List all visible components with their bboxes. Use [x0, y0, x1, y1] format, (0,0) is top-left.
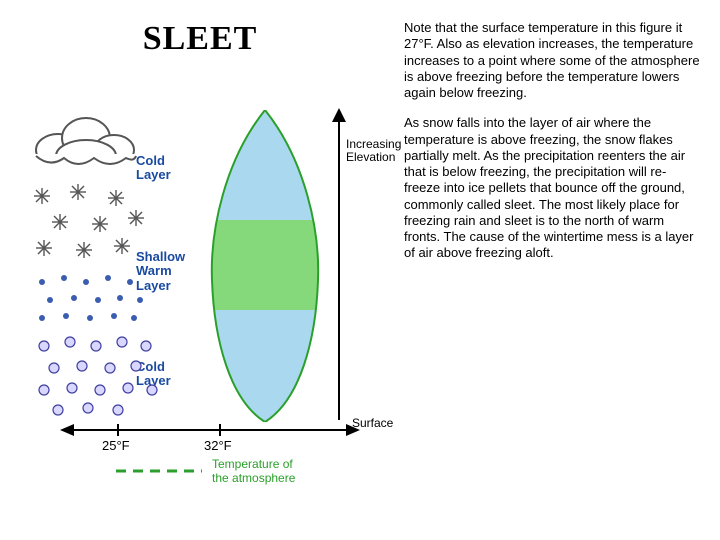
elevation-arrow	[332, 108, 346, 429]
xtick-32f: 32°F	[204, 438, 232, 453]
precipitation-column	[20, 182, 190, 422]
ice-pellets-icon	[39, 337, 157, 415]
temperature-line-label: Temperature ofthe atmosphere	[212, 458, 295, 486]
temperature-line-key	[116, 464, 202, 482]
elevation-arrow-label: IncreasingElevation	[346, 138, 401, 164]
explanation-paragraph-1: Note that the surface temperature in thi…	[404, 20, 702, 101]
atmosphere-lens	[210, 110, 320, 420]
cloud-icon	[30, 110, 140, 181]
raindrops-icon	[39, 275, 143, 321]
snowflakes-icon	[34, 184, 144, 258]
surface-label: Surface	[352, 416, 393, 430]
xtick-25f: 25°F	[102, 438, 130, 453]
label-cold-layer-upper: ColdLayer	[136, 154, 171, 183]
page-title: SLEET	[10, 20, 390, 58]
sleet-diagram: ColdLayer ShallowWarmLayer ColdLayer Inc…	[20, 82, 380, 482]
explanation-paragraph-2: As snow falls into the layer of air wher…	[404, 115, 702, 261]
